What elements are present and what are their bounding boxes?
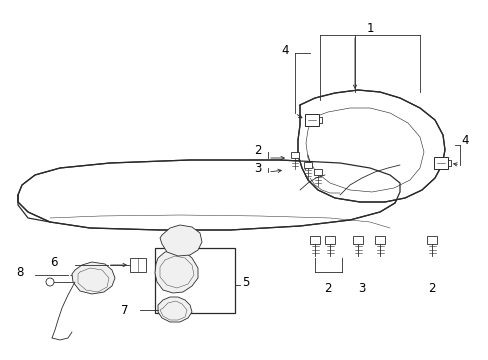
Bar bbox=[290, 152, 299, 158]
Text: 4: 4 bbox=[281, 44, 288, 57]
Polygon shape bbox=[158, 297, 192, 322]
Bar bbox=[352, 236, 362, 244]
Polygon shape bbox=[72, 262, 115, 294]
Bar bbox=[313, 168, 322, 175]
Polygon shape bbox=[155, 250, 198, 293]
Text: 2: 2 bbox=[324, 282, 331, 295]
Bar bbox=[155, 248, 235, 313]
Bar bbox=[325, 236, 334, 244]
Text: 5: 5 bbox=[242, 276, 249, 289]
Bar bbox=[426, 236, 436, 244]
Text: 1: 1 bbox=[366, 22, 373, 35]
Polygon shape bbox=[160, 225, 202, 256]
Text: 2: 2 bbox=[254, 144, 261, 157]
Bar bbox=[309, 236, 319, 244]
Text: 6: 6 bbox=[50, 256, 58, 270]
Bar bbox=[374, 236, 384, 244]
Text: 3: 3 bbox=[254, 162, 261, 175]
Bar bbox=[303, 162, 312, 168]
Circle shape bbox=[46, 278, 54, 286]
Text: 2: 2 bbox=[427, 282, 435, 295]
Text: 7: 7 bbox=[120, 303, 128, 316]
Bar bbox=[130, 258, 146, 272]
Text: 8: 8 bbox=[17, 266, 24, 279]
Polygon shape bbox=[18, 160, 399, 230]
Bar bbox=[305, 114, 318, 126]
Text: 4: 4 bbox=[460, 134, 468, 147]
Bar bbox=[433, 157, 447, 169]
Text: 3: 3 bbox=[358, 282, 365, 295]
Polygon shape bbox=[297, 90, 444, 202]
